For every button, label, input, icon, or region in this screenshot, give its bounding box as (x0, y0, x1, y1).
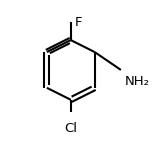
Text: Cl: Cl (64, 122, 77, 135)
Text: NH₂: NH₂ (124, 75, 149, 88)
Text: F: F (74, 16, 82, 29)
